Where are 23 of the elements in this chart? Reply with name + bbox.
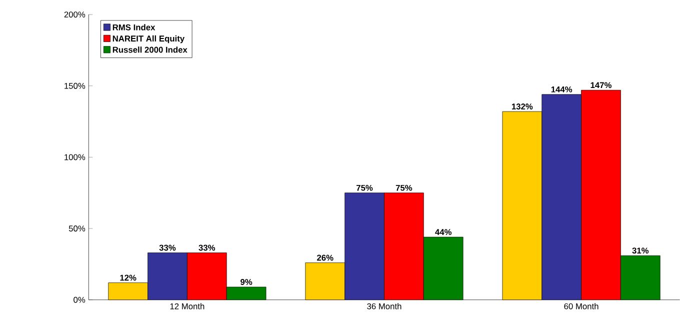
y-tick-label: 200% — [64, 12, 86, 18]
legend-label: Russell 2000 Index — [112, 46, 188, 53]
data-label: 147% — [590, 82, 612, 88]
y-tick-label: 150% — [64, 83, 86, 90]
data-label: 75% — [396, 185, 412, 192]
x-tick-label: 12 Month — [170, 303, 204, 310]
data-label: 26% — [317, 254, 334, 261]
y-tick-label: 100% — [64, 154, 86, 160]
x-tick-label: 60 Month — [564, 303, 598, 310]
y-tick-label: 0% — [74, 297, 86, 304]
data-label: 44% — [435, 229, 452, 236]
y-tick-label: 50% — [68, 226, 86, 232]
data-label: 144% — [551, 86, 572, 93]
data-label: 31% — [632, 248, 649, 254]
x-tick-label: 36 Month — [367, 303, 402, 310]
data-label: 12% — [120, 274, 136, 281]
data-label: 9% — [240, 279, 252, 286]
data-label: 33% — [198, 245, 216, 251]
legend-label: NAREIT All Equity — [112, 36, 185, 44]
data-label: 75% — [356, 185, 373, 192]
data-label: 132% — [512, 104, 533, 110]
data-label: 33% — [159, 245, 176, 251]
legend-label: RMS Index — [112, 24, 156, 31]
